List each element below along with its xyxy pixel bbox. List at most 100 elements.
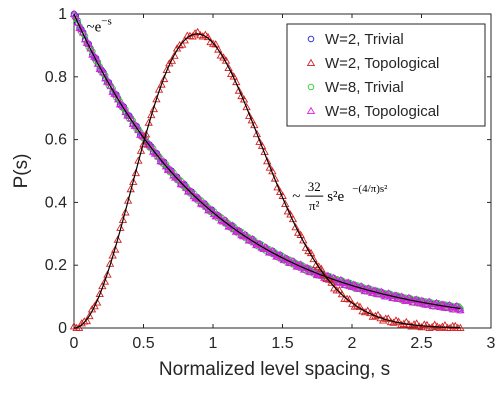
data-point bbox=[309, 254, 318, 263]
data-point bbox=[157, 80, 166, 88]
data-point bbox=[420, 320, 429, 328]
annotation-wigner-exponent: −(4/π)s² bbox=[352, 183, 388, 195]
data-point bbox=[299, 236, 308, 244]
data-point bbox=[263, 156, 272, 165]
data-point bbox=[129, 177, 138, 185]
data-point bbox=[162, 65, 171, 74]
data-point bbox=[384, 314, 393, 322]
data-point bbox=[281, 199, 290, 208]
data-point bbox=[306, 58, 316, 67]
data-point bbox=[445, 300, 454, 309]
data-point bbox=[218, 217, 228, 225]
data-point bbox=[193, 27, 202, 36]
annotation-wigner-numerator: 32 bbox=[308, 179, 321, 194]
data-point bbox=[242, 102, 251, 111]
data-point bbox=[110, 89, 119, 97]
data-point bbox=[95, 64, 104, 72]
data-point bbox=[309, 265, 318, 274]
legend-label: W=2, Trivial bbox=[325, 31, 404, 48]
x-tick-label: 3 bbox=[487, 335, 496, 352]
y-tick-label: 0.4 bbox=[45, 194, 67, 211]
data-point bbox=[86, 44, 95, 52]
data-point bbox=[152, 94, 161, 103]
data-point bbox=[409, 320, 419, 328]
data-point bbox=[202, 202, 211, 210]
data-point bbox=[348, 299, 357, 307]
data-point bbox=[247, 116, 256, 124]
data-point bbox=[170, 51, 179, 59]
data-point bbox=[355, 302, 365, 310]
data-point bbox=[266, 248, 276, 256]
data-point bbox=[456, 305, 465, 314]
y-tick-label: 1 bbox=[58, 6, 67, 23]
y-tick-label: 0.6 bbox=[45, 132, 67, 149]
data-point bbox=[167, 56, 177, 64]
data-point bbox=[103, 270, 112, 278]
data-point bbox=[139, 139, 148, 148]
data-point bbox=[286, 210, 295, 218]
data-point bbox=[291, 222, 300, 231]
annotation-poisson-exponent: −s bbox=[101, 15, 111, 27]
data-point bbox=[340, 280, 349, 289]
fit-curve-poisson bbox=[73, 13, 461, 310]
data-point bbox=[159, 74, 169, 83]
annotation-wigner-body: s²e bbox=[327, 189, 344, 205]
data-point bbox=[115, 100, 125, 108]
data-point bbox=[245, 111, 254, 119]
y-tick-label: 0.2 bbox=[45, 257, 67, 274]
data-point bbox=[198, 200, 207, 208]
data-point bbox=[329, 273, 338, 281]
data-point bbox=[368, 312, 378, 320]
x-tick-label: 0 bbox=[70, 335, 79, 352]
data-point bbox=[111, 245, 120, 253]
legend-label: W=8, Trivial bbox=[325, 79, 404, 96]
data-point bbox=[85, 311, 94, 320]
legend-label: W=2, Topological bbox=[325, 55, 439, 72]
data-point bbox=[134, 125, 143, 134]
data-point bbox=[113, 235, 122, 243]
data-point bbox=[100, 277, 110, 285]
data-point bbox=[235, 226, 244, 235]
data-point bbox=[219, 53, 228, 61]
data-point bbox=[121, 208, 130, 216]
x-tick-label: 2 bbox=[348, 335, 357, 352]
annotation-poisson: ~e−s bbox=[87, 15, 112, 35]
data-point bbox=[394, 317, 403, 325]
data-point bbox=[149, 104, 159, 113]
data-point bbox=[224, 63, 233, 72]
data-point bbox=[131, 168, 141, 177]
data-point bbox=[422, 320, 432, 329]
data-point bbox=[82, 38, 92, 46]
data-point bbox=[332, 278, 342, 286]
data-point bbox=[226, 221, 235, 230]
data-point bbox=[292, 262, 301, 270]
data-point bbox=[438, 322, 447, 330]
data-point bbox=[73, 18, 82, 26]
data-point bbox=[312, 270, 322, 279]
data-point bbox=[113, 95, 123, 103]
data-point bbox=[388, 293, 397, 301]
fit-curves bbox=[73, 13, 461, 329]
data-point bbox=[106, 81, 115, 90]
data-point bbox=[270, 174, 280, 182]
data-point bbox=[190, 29, 200, 37]
data-point bbox=[307, 83, 315, 91]
data-point bbox=[117, 100, 127, 109]
data-point bbox=[261, 242, 270, 251]
legend-box bbox=[286, 23, 486, 127]
data-point bbox=[410, 295, 419, 304]
data-point bbox=[180, 36, 189, 44]
data-point bbox=[93, 59, 103, 67]
data-point bbox=[246, 235, 255, 244]
data-point bbox=[412, 319, 421, 327]
data-point bbox=[93, 298, 102, 306]
data-point bbox=[367, 288, 377, 296]
x-tick-label: 0.5 bbox=[132, 335, 154, 352]
data-point bbox=[90, 52, 99, 60]
data-point bbox=[283, 254, 292, 263]
labels: 0 0.5 1 1.5 2 2.5 3 0 0.2 0.4 0.6 0.8 1 Normalized le… bbox=[11, 6, 496, 380]
data-point bbox=[378, 316, 388, 324]
data-point bbox=[349, 280, 358, 288]
data-point bbox=[214, 45, 223, 53]
annotation-wigner-denominator: π² bbox=[309, 198, 320, 213]
